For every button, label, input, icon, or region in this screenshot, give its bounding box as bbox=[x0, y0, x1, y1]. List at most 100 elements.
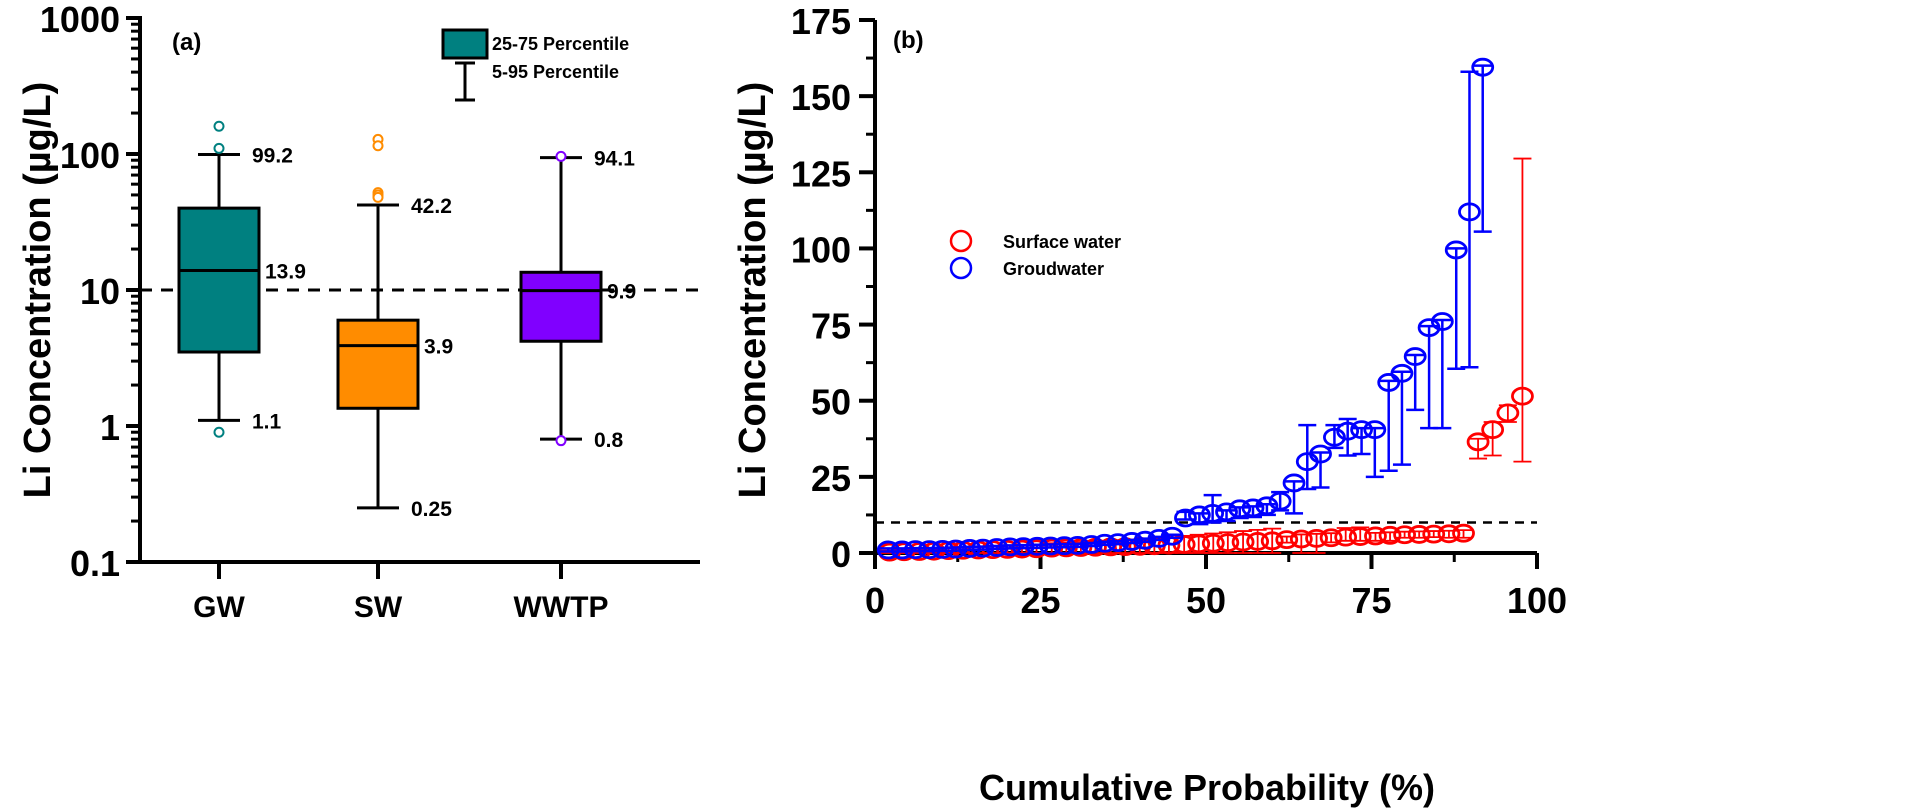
data-point bbox=[1160, 526, 1184, 546]
x-tick-label: 75 bbox=[1351, 580, 1391, 621]
iqr-box bbox=[336, 318, 420, 410]
data-point bbox=[1323, 427, 1346, 447]
data-point bbox=[1407, 525, 1431, 544]
data-point bbox=[1336, 421, 1360, 441]
data-point bbox=[1378, 525, 1402, 545]
data-point bbox=[1228, 499, 1252, 519]
panel-a-ylabel: Li Concentration (µg/L) bbox=[17, 82, 59, 499]
x-tick-label: 100 bbox=[1507, 580, 1567, 621]
data-point bbox=[1187, 505, 1211, 525]
data-point bbox=[1430, 312, 1454, 331]
outlier-point bbox=[213, 120, 225, 132]
x-tick-label: 50 bbox=[1186, 580, 1226, 621]
data-point bbox=[1422, 524, 1446, 544]
legend-box-label: 25-75 Percentile bbox=[492, 34, 629, 54]
data-point bbox=[1201, 533, 1225, 553]
p5-label: 0.25 bbox=[411, 498, 452, 521]
data-point bbox=[1215, 502, 1238, 522]
data-point bbox=[1334, 527, 1358, 547]
data-point bbox=[1437, 524, 1461, 544]
panel-a-boxes: 99.2 13.9 1.1 42.2 3.9 0.25 94.1 9.9 0.8 bbox=[177, 120, 636, 521]
y-tick-label: 10 bbox=[80, 271, 120, 312]
y-tick-label: 0 bbox=[831, 534, 851, 575]
y-tick-label: 1000 bbox=[40, 0, 120, 40]
y-tick-label: 75 bbox=[811, 306, 851, 347]
p5-label: 1.1 bbox=[252, 410, 282, 433]
data-point bbox=[1255, 496, 1279, 516]
legend-label-groundwater: Groudwater bbox=[1003, 259, 1104, 279]
x-tick-label: SW bbox=[354, 591, 403, 624]
outlier-point bbox=[213, 142, 225, 154]
data-point bbox=[1305, 528, 1328, 548]
data-point bbox=[903, 540, 927, 560]
data-point bbox=[1393, 525, 1416, 545]
data-point bbox=[1201, 504, 1225, 523]
data-point bbox=[1282, 473, 1306, 493]
data-point bbox=[1511, 386, 1534, 406]
box-wwtp: 94.1 9.9 0.8 bbox=[519, 148, 636, 452]
panel-b-ylabel: Li Concentration (µg/L) bbox=[732, 82, 774, 499]
data-point bbox=[1319, 528, 1343, 548]
x-tick-label: 0 bbox=[865, 580, 885, 621]
panel-a-legend: 25-75 Percentile 5-95 Percentile bbox=[441, 28, 629, 102]
panel-a: Li Concentration (µg/L) 0.1 1 10 100 1000 GW S… bbox=[17, 0, 700, 624]
x-tick-label: WWTP bbox=[514, 591, 609, 624]
data-point bbox=[1458, 202, 1481, 222]
y-tick-label: 125 bbox=[791, 153, 851, 194]
median-label: 9.9 bbox=[607, 281, 636, 304]
y-tick-label: 100 bbox=[60, 135, 120, 176]
y-tick-label: 100 bbox=[791, 229, 851, 270]
data-point bbox=[1377, 373, 1401, 392]
data-point bbox=[1390, 363, 1414, 383]
outlier-point bbox=[372, 140, 384, 152]
y-tick-label: 175 bbox=[791, 1, 851, 42]
data-point bbox=[1466, 432, 1490, 452]
y-tick-label: 50 bbox=[811, 382, 851, 423]
outlier-point bbox=[555, 150, 567, 162]
panel-b: Li Concentration (µg/L) Cumulative Proba… bbox=[732, 1, 1567, 808]
legend-box-swatch bbox=[441, 28, 489, 60]
median-label: 3.9 bbox=[424, 336, 453, 359]
data-point bbox=[1231, 532, 1255, 552]
data-point bbox=[1174, 508, 1197, 528]
outlier-point bbox=[213, 426, 225, 438]
box-gw: 99.2 13.9 1.1 bbox=[177, 120, 306, 438]
panel-b-series bbox=[876, 57, 1534, 562]
data-point bbox=[1348, 527, 1372, 546]
legend-whisker-label: 5-95 Percentile bbox=[492, 62, 619, 82]
y-tick-label: 1 bbox=[100, 407, 120, 448]
data-point bbox=[1452, 523, 1475, 543]
data-point bbox=[1241, 498, 1265, 518]
panel-b-legend: Surface water Groudwater bbox=[949, 229, 1121, 280]
panel-b-label: (b) bbox=[893, 27, 924, 54]
outlier-point bbox=[555, 435, 567, 447]
data-point bbox=[1363, 420, 1387, 440]
data-point bbox=[1444, 240, 1468, 260]
data-point bbox=[1260, 531, 1284, 551]
p5-label: 0.8 bbox=[594, 429, 624, 452]
y-tick-label: 150 bbox=[791, 77, 851, 118]
panel-b-xlabel: Cumulative Probability (%) bbox=[979, 767, 1435, 808]
iqr-box bbox=[519, 270, 603, 343]
data-point bbox=[1403, 347, 1427, 366]
data-point bbox=[1481, 420, 1505, 440]
series-groundwater bbox=[876, 57, 1495, 560]
data-point bbox=[1268, 491, 1292, 511]
data-point bbox=[1275, 530, 1299, 549]
box-sw: 42.2 3.9 0.25 bbox=[336, 133, 453, 521]
legend-whisker-icon bbox=[455, 61, 475, 102]
data-point bbox=[1216, 533, 1240, 553]
data-point bbox=[1496, 403, 1520, 423]
data-point bbox=[1289, 529, 1313, 549]
x-tick-label: 25 bbox=[1020, 580, 1060, 621]
data-point bbox=[876, 540, 900, 560]
series-surface-water bbox=[878, 157, 1534, 562]
data-point bbox=[1417, 318, 1441, 338]
median-label: 13.9 bbox=[265, 261, 306, 284]
x-tick-label: GW bbox=[193, 591, 245, 624]
data-point bbox=[1350, 420, 1373, 440]
y-tick-label: 25 bbox=[811, 458, 851, 499]
data-point bbox=[1364, 526, 1387, 546]
p95-label: 99.2 bbox=[252, 144, 293, 167]
iqr-box bbox=[177, 206, 261, 354]
